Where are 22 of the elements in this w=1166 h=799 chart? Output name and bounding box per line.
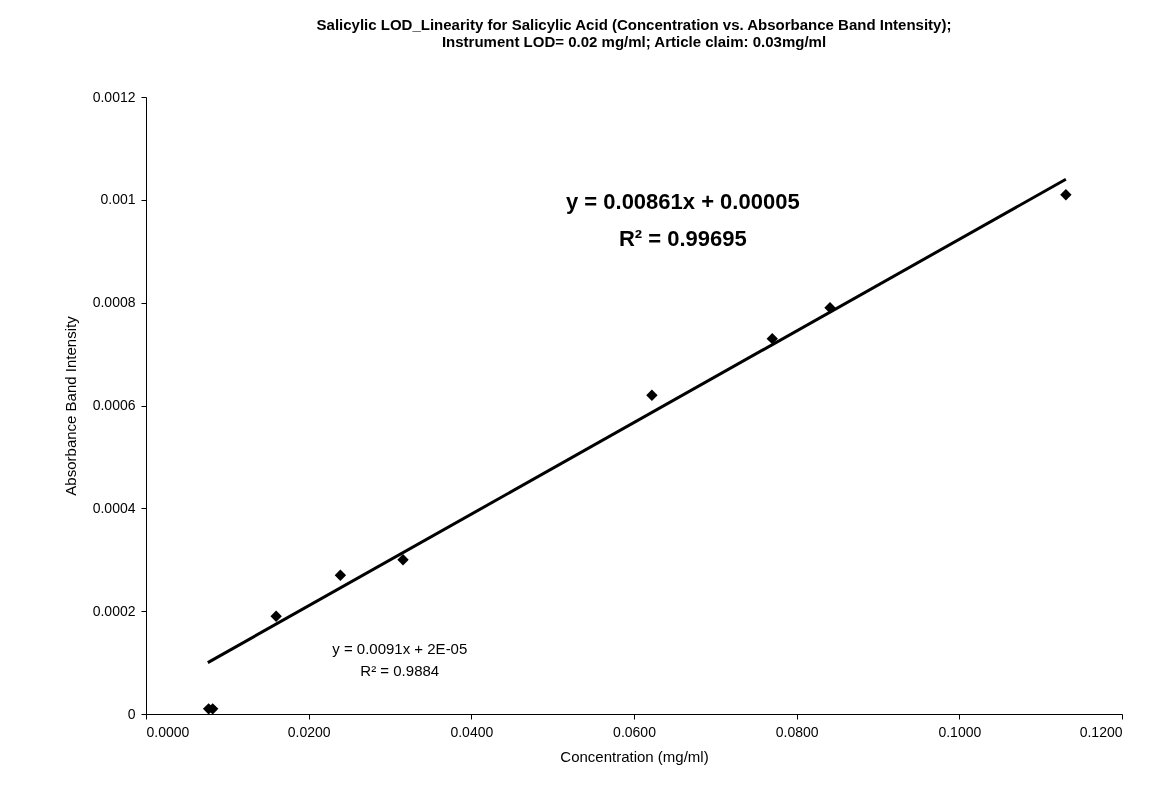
y-tick-label: 0.0012 <box>92 88 136 105</box>
x-tick-label: 0.0200 <box>287 723 331 740</box>
annotation: R² = 0.9884 <box>360 661 440 679</box>
y-tick-label: 0.001 <box>100 191 136 208</box>
x-tick-label: 0.1000 <box>938 723 982 740</box>
annotation: y = 0.0091x + 2E-05 <box>332 640 468 658</box>
y-tick-label: 0.0002 <box>92 602 136 619</box>
x-axis-title: Concentration (mg/ml) <box>560 747 709 765</box>
text: Salicylic LOD_Linearity for Salicylic Acid (Concentration vs. Absorbance Band Intensity); <box>316 16 952 33</box>
x-tick-label: 0.0800 <box>775 723 819 740</box>
annotation: R² = 0.99695 <box>618 225 747 251</box>
y-tick-label: 0.0008 <box>92 294 136 311</box>
text: Instrument LOD= 0.02 mg/ml; Article claim: 0.03mg/ml <box>441 33 827 50</box>
x-tick-label: 0.0000 <box>146 723 190 740</box>
x-tick-label: 0.0400 <box>450 723 494 740</box>
y-tick-label: 0.0006 <box>92 397 136 413</box>
annotation: y = 0.00861x + 0.00005 <box>565 188 800 214</box>
x-tick-label: 0.1200 <box>1079 723 1123 740</box>
y-axis-title: Absorbance Band Intensity <box>61 315 79 496</box>
x-tick-label: 0.0600 <box>613 723 657 740</box>
y-tick-label: 0.0004 <box>92 499 136 516</box>
y-tick-label: 0 <box>127 705 136 722</box>
